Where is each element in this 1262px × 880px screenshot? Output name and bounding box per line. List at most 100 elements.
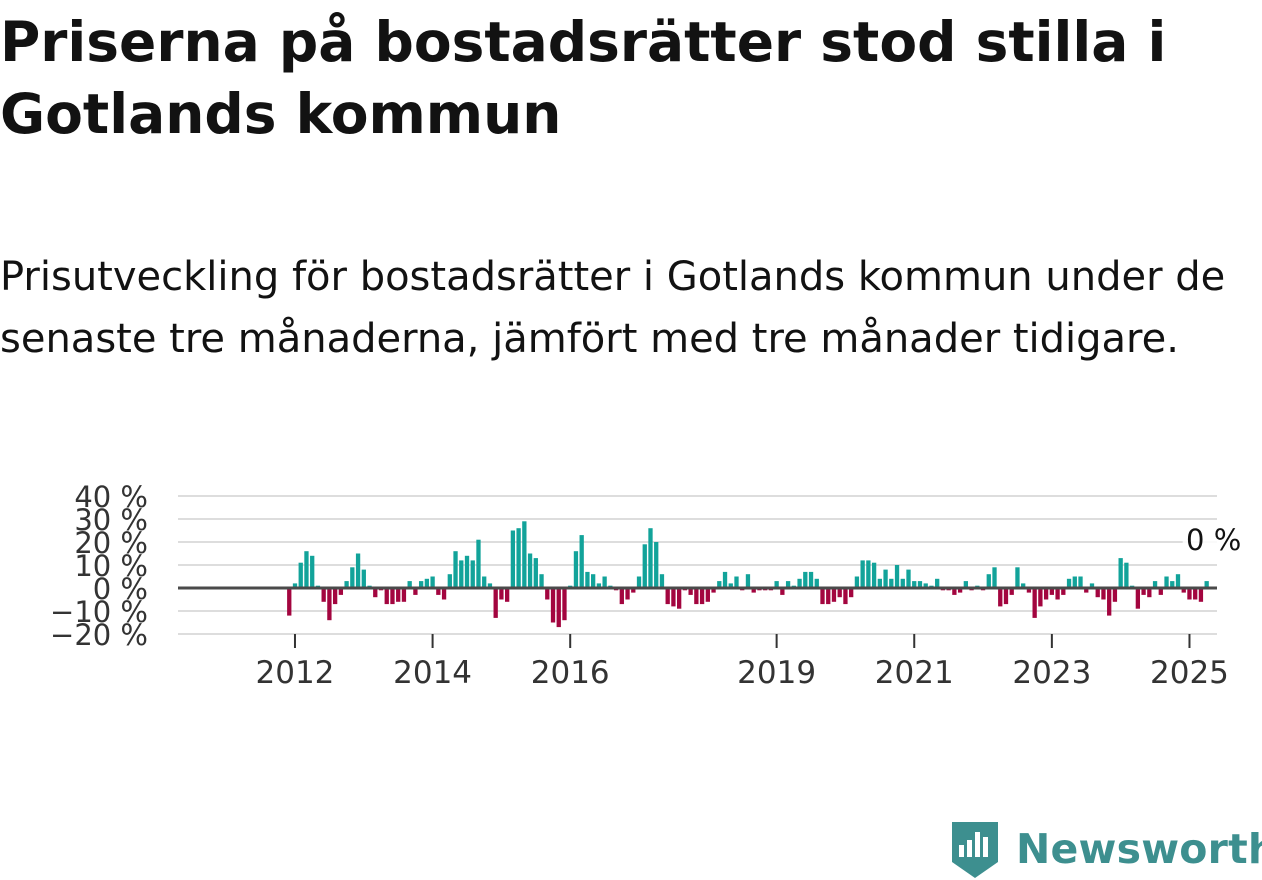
bar xyxy=(1164,576,1169,588)
bar xyxy=(476,539,481,588)
bar xyxy=(1112,588,1118,602)
bar xyxy=(722,571,728,588)
bar xyxy=(470,560,475,588)
bar xyxy=(986,574,991,588)
bar xyxy=(797,578,802,588)
bar xyxy=(1055,588,1060,600)
bar xyxy=(665,588,670,605)
x-tick-label: 2025 xyxy=(1150,655,1229,691)
bars xyxy=(287,521,1209,628)
last-value-label: 0 % xyxy=(1186,523,1241,557)
bar xyxy=(1147,588,1152,598)
bar xyxy=(998,588,1003,607)
bar xyxy=(1061,588,1066,595)
bar xyxy=(900,578,905,588)
bar xyxy=(459,560,464,588)
bar xyxy=(889,578,894,588)
bar xyxy=(734,576,739,588)
bar xyxy=(1181,588,1186,593)
bar xyxy=(493,588,498,618)
gridlines xyxy=(178,495,1217,635)
page-subtitle: Prisutveckling för bostadsrätter i Gotla… xyxy=(0,254,1226,362)
bar xyxy=(774,581,779,588)
bar xyxy=(401,588,407,602)
bar xyxy=(304,551,309,588)
bar xyxy=(1049,588,1054,595)
bar xyxy=(1009,588,1014,595)
bar xyxy=(591,574,596,588)
bar xyxy=(923,583,928,588)
bar xyxy=(1026,588,1032,593)
bar xyxy=(659,574,665,588)
bar xyxy=(1084,588,1089,593)
newsworthy-logo: Newsworthy xyxy=(950,818,1262,880)
bar xyxy=(837,588,842,598)
bar xyxy=(1107,588,1112,616)
bar xyxy=(917,581,923,588)
bar xyxy=(694,588,699,605)
bar xyxy=(820,588,825,605)
x-tick-label: 2012 xyxy=(256,655,335,691)
bar xyxy=(413,588,418,595)
bar xyxy=(866,560,871,588)
bar xyxy=(808,571,814,588)
y-tick-label: −20 % xyxy=(50,618,148,652)
logo-text: Newsworthy xyxy=(1016,825,1262,873)
bar xyxy=(745,574,751,588)
bar xyxy=(338,588,344,595)
bar xyxy=(963,581,968,588)
bar xyxy=(1204,581,1209,588)
bar xyxy=(849,588,854,598)
bar xyxy=(298,562,303,588)
bar xyxy=(447,574,452,588)
bar xyxy=(952,588,957,595)
bar xyxy=(1152,581,1158,588)
bar xyxy=(464,555,470,588)
bar xyxy=(390,588,395,605)
bar xyxy=(992,567,997,588)
bar xyxy=(912,581,917,588)
bar xyxy=(384,588,389,605)
bar xyxy=(573,551,579,588)
bar xyxy=(585,571,590,588)
bar xyxy=(1066,578,1072,588)
bar xyxy=(487,583,493,588)
bar xyxy=(843,588,848,605)
y-tick-label: −10 % xyxy=(50,595,148,629)
bar xyxy=(728,583,733,588)
page-title: Priserna på bostadsrätter stod stilla i … xyxy=(0,10,1167,146)
bar xyxy=(1003,588,1009,605)
bar xyxy=(1015,567,1020,588)
annotation-background xyxy=(1182,521,1245,558)
x-tick-label: 2014 xyxy=(393,655,472,691)
bar xyxy=(631,588,636,593)
bar xyxy=(826,588,831,605)
bar xyxy=(619,588,624,605)
bar xyxy=(814,578,819,588)
bar xyxy=(527,553,533,588)
last-value-annotation: 0 % xyxy=(1182,521,1245,558)
y-axis-labels: 40 %30 %20 %10 %0 %−10 %−20 % xyxy=(50,480,148,652)
bar xyxy=(877,578,882,588)
bar xyxy=(1089,583,1095,588)
bar xyxy=(1021,583,1026,588)
y-tick-label: 0 % xyxy=(93,572,148,606)
bar xyxy=(602,576,607,588)
bar xyxy=(957,588,963,593)
bar xyxy=(1141,588,1146,595)
newsworthy-logo-icon xyxy=(952,822,998,878)
bar xyxy=(803,571,808,588)
bar xyxy=(894,565,900,588)
bar xyxy=(510,530,516,588)
bar xyxy=(545,588,550,600)
bar xyxy=(1032,588,1037,618)
bar xyxy=(711,588,716,593)
bar xyxy=(310,555,315,588)
bar xyxy=(287,588,292,616)
bar xyxy=(1187,588,1192,600)
bar xyxy=(1198,588,1204,602)
bar xyxy=(344,581,349,588)
bar xyxy=(499,588,504,600)
bar xyxy=(883,569,888,588)
bar xyxy=(671,588,676,607)
